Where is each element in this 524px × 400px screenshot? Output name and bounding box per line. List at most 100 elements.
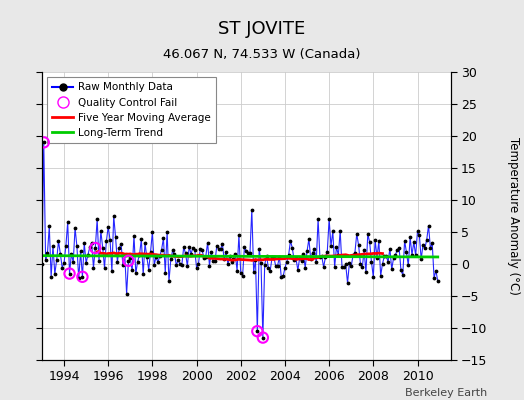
Point — [433, 278, 442, 284]
Point — [69, 259, 78, 265]
Point — [112, 234, 120, 240]
Point — [227, 259, 236, 265]
Point — [231, 250, 239, 257]
Point — [220, 256, 228, 263]
Point — [130, 232, 138, 239]
Point — [106, 237, 114, 243]
Point — [38, 260, 46, 267]
Point — [293, 267, 302, 273]
Point — [399, 272, 407, 278]
Point — [303, 248, 311, 254]
Point — [376, 272, 385, 279]
Point — [168, 247, 177, 254]
Point — [304, 236, 313, 242]
Point — [285, 252, 293, 258]
Point — [253, 328, 261, 334]
Point — [58, 264, 67, 271]
Point — [167, 256, 175, 263]
Point — [132, 270, 140, 276]
Point — [380, 253, 389, 260]
Point — [266, 268, 275, 274]
Point — [178, 262, 186, 268]
Point — [253, 328, 261, 334]
Point — [209, 258, 217, 264]
Point — [152, 254, 160, 260]
Point — [316, 254, 324, 261]
Point — [331, 264, 339, 270]
Point — [233, 268, 241, 274]
Point — [263, 252, 271, 259]
Point — [224, 261, 232, 267]
Point — [307, 256, 315, 262]
Point — [154, 259, 162, 266]
Point — [424, 222, 433, 229]
Point — [95, 258, 103, 264]
Point — [77, 248, 85, 255]
Point — [286, 238, 294, 244]
Point — [404, 262, 412, 269]
Point — [62, 243, 70, 249]
Point — [264, 264, 272, 271]
Point — [148, 229, 157, 235]
Point — [110, 213, 118, 219]
Point — [82, 260, 90, 266]
Point — [146, 249, 155, 255]
Point — [47, 274, 56, 280]
Point — [314, 216, 322, 222]
Point — [183, 263, 192, 269]
Point — [99, 244, 107, 251]
Point — [89, 264, 97, 271]
Point — [45, 223, 53, 230]
Point — [156, 253, 164, 260]
Point — [137, 236, 146, 242]
Point — [214, 246, 223, 252]
Y-axis label: Temperature Anomaly (°C): Temperature Anomaly (°C) — [507, 137, 520, 295]
Point — [358, 264, 366, 271]
Point — [200, 255, 208, 261]
Point — [395, 244, 403, 251]
Point — [249, 268, 258, 275]
Point — [216, 246, 225, 253]
Point — [176, 260, 184, 267]
Point — [113, 258, 122, 265]
Point — [410, 239, 418, 245]
Point — [415, 232, 423, 238]
Point — [310, 246, 319, 252]
Point — [102, 238, 111, 244]
Point — [196, 245, 204, 252]
Point — [342, 261, 350, 268]
Point — [74, 275, 83, 282]
Point — [205, 262, 214, 269]
Point — [181, 250, 190, 256]
Point — [371, 237, 379, 243]
Point — [143, 254, 151, 261]
Point — [108, 268, 116, 274]
Point — [225, 253, 234, 260]
Point — [67, 250, 75, 257]
Point — [327, 243, 335, 249]
Point — [321, 254, 330, 260]
Point — [386, 246, 394, 252]
Point — [174, 257, 182, 263]
Point — [128, 267, 136, 274]
Point — [259, 334, 267, 341]
Point — [211, 258, 219, 265]
Point — [170, 251, 179, 257]
Point — [268, 254, 276, 261]
Point — [139, 271, 147, 278]
Point — [189, 244, 197, 251]
Point — [292, 255, 300, 262]
Point — [281, 265, 289, 271]
Point — [422, 236, 431, 243]
Point — [159, 235, 168, 242]
Point — [426, 245, 434, 251]
Point — [308, 250, 316, 256]
Point — [274, 262, 282, 269]
Point — [80, 240, 89, 246]
Point — [49, 243, 57, 249]
Point — [393, 247, 401, 253]
Point — [354, 242, 363, 248]
Point — [104, 224, 112, 230]
Point — [351, 250, 359, 256]
Point — [121, 252, 129, 258]
